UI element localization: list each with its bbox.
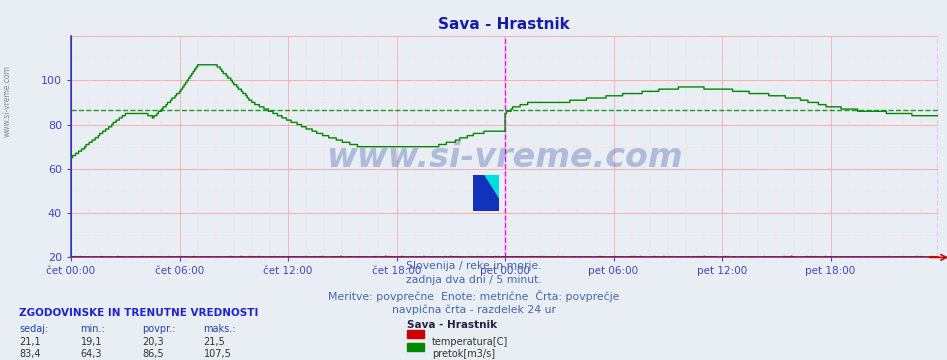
Text: zadnja dva dni / 5 minut.: zadnja dva dni / 5 minut. xyxy=(405,275,542,285)
Text: navpična črta - razdelek 24 ur: navpična črta - razdelek 24 ur xyxy=(391,304,556,315)
Text: 64,3: 64,3 xyxy=(80,349,102,359)
Text: 19,1: 19,1 xyxy=(80,337,102,347)
Text: 107,5: 107,5 xyxy=(204,349,231,359)
Text: maks.:: maks.: xyxy=(204,324,236,334)
Text: povpr.:: povpr.: xyxy=(142,324,175,334)
Text: www.si-vreme.com: www.si-vreme.com xyxy=(326,141,683,174)
Polygon shape xyxy=(483,175,499,200)
Text: 83,4: 83,4 xyxy=(19,349,41,359)
Text: www.si-vreme.com: www.si-vreme.com xyxy=(3,65,12,137)
Text: 21,1: 21,1 xyxy=(19,337,41,347)
Text: min.:: min.: xyxy=(80,324,105,334)
Polygon shape xyxy=(473,175,499,211)
Text: 21,5: 21,5 xyxy=(204,337,225,347)
Text: 86,5: 86,5 xyxy=(142,349,164,359)
Text: sedaj:: sedaj: xyxy=(19,324,48,334)
Text: 20,3: 20,3 xyxy=(142,337,164,347)
Text: Meritve: povprečne  Enote: metrične  Črta: povprečje: Meritve: povprečne Enote: metrične Črta:… xyxy=(328,290,619,302)
Text: ZGODOVINSKE IN TRENUTNE VREDNOSTI: ZGODOVINSKE IN TRENUTNE VREDNOSTI xyxy=(19,308,259,318)
Title: Sava - Hrastnik: Sava - Hrastnik xyxy=(438,17,570,32)
Text: Sava - Hrastnik: Sava - Hrastnik xyxy=(407,320,497,330)
Text: temperatura[C]: temperatura[C] xyxy=(432,337,509,347)
Text: Slovenija / reke in morje.: Slovenija / reke in morje. xyxy=(405,261,542,271)
Text: pretok[m3/s]: pretok[m3/s] xyxy=(432,349,495,359)
